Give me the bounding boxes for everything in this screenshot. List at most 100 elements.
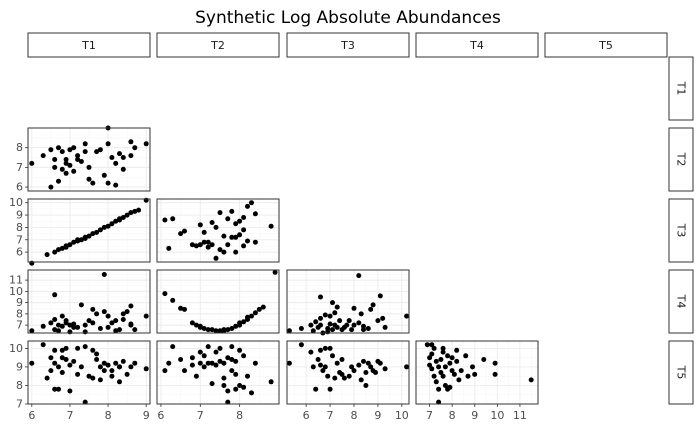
row-strip-t5: T5 (668, 340, 694, 405)
scatter-point (221, 249, 227, 255)
scatter-point (438, 357, 444, 362)
scatter-point (221, 383, 227, 388)
scatter-point (429, 366, 435, 372)
scatter-point (117, 364, 122, 370)
y-tick-label: 10 (9, 285, 23, 298)
panel-t1-t2 (27, 125, 151, 192)
scatter-point (178, 305, 184, 311)
scatter-point (75, 237, 81, 243)
scatter-point (82, 344, 88, 350)
scatter-point (365, 360, 371, 366)
scatter-point (59, 313, 65, 319)
scatter-point (528, 377, 534, 383)
scatter-point (286, 328, 292, 334)
scatter-point (375, 318, 381, 324)
chart-title: Synthetic Log Absolute Abundances (195, 8, 501, 28)
panel-background (416, 341, 538, 404)
scatter-point (189, 320, 195, 326)
scatter-point (101, 368, 107, 374)
scatter-point (229, 368, 235, 374)
scatter-point (197, 242, 203, 248)
scatter-point (63, 170, 69, 176)
scatter-point (78, 237, 84, 243)
scatter-point (109, 368, 115, 374)
scatter-point (431, 345, 437, 351)
y-tick-label: 9 (16, 209, 23, 222)
scatter-point (63, 318, 69, 324)
row-strip-t3: T3 (668, 198, 694, 263)
scatter-point (349, 364, 355, 370)
y-tick-label: 9 (16, 360, 23, 373)
strip-box (668, 269, 694, 334)
scatter-point (241, 384, 247, 390)
scatter-point (229, 357, 235, 362)
scatter-point (221, 360, 227, 366)
scatter-point (136, 207, 142, 213)
scatter-point (332, 310, 338, 316)
scatter-point (233, 249, 239, 255)
scatter-point (56, 145, 61, 151)
scatter-point (272, 269, 278, 275)
scatter-point (205, 244, 211, 250)
scatter-point (454, 358, 460, 364)
scatter-point (361, 327, 366, 333)
scatter-point (245, 373, 250, 379)
column-strip-t5: T5 (544, 32, 668, 58)
panel-border (156, 198, 280, 263)
scatter-point (217, 345, 223, 351)
scatter-point (313, 386, 319, 392)
column-strip-t4: T4 (415, 32, 539, 58)
panel-t3-t5 (286, 340, 410, 405)
scatter-point (71, 324, 77, 330)
scatter-point (90, 231, 96, 237)
scatter-point (170, 216, 176, 222)
scatter-point (117, 151, 122, 157)
scatter-point (470, 364, 475, 370)
scatter-point (322, 345, 328, 351)
scatter-point (117, 217, 122, 223)
strip-box (415, 32, 539, 58)
scatter-point (447, 384, 453, 390)
row-strip-t2: T2 (668, 127, 694, 192)
scatter-point (182, 368, 187, 374)
scatter-point (90, 320, 96, 326)
scatter-point (82, 322, 88, 328)
scatter-point (105, 324, 111, 330)
scatter-point (162, 217, 168, 223)
scatter-point (56, 328, 61, 334)
scatter-point (201, 353, 207, 359)
scatter-point (162, 368, 168, 374)
scatter-point (245, 238, 250, 244)
panel-border (27, 340, 151, 405)
x-tick-label: 8 (449, 409, 456, 422)
scatter-point (368, 306, 374, 312)
scatter-point (237, 347, 243, 353)
scatter-point (29, 160, 35, 166)
panel-background (157, 199, 279, 262)
scatter-point (59, 347, 65, 353)
panel-t2-t3 (156, 198, 280, 263)
scatter-point (67, 147, 73, 153)
scatter-point (424, 342, 430, 348)
scatter-point (205, 360, 211, 366)
scatter-point (233, 234, 239, 240)
scatter-point (120, 215, 126, 220)
scatter-point (225, 327, 231, 333)
scatter-point (113, 182, 119, 188)
panel-border (27, 127, 151, 192)
scatter-point (143, 366, 149, 372)
scatter-point (318, 322, 323, 328)
scatter-point (75, 324, 81, 330)
scatter-point (52, 327, 58, 333)
scatter-point (40, 153, 46, 159)
scatter-point (193, 373, 199, 379)
scatter-point (56, 178, 61, 184)
scatter-point (117, 327, 122, 333)
scatter-point (63, 160, 69, 166)
scatter-point (373, 370, 378, 375)
panel-t1-t3 (27, 197, 151, 266)
column-strip-t1: T1 (27, 32, 151, 58)
scatter-point (166, 360, 172, 366)
scatter-point (438, 370, 444, 375)
scatter-point (166, 245, 172, 251)
